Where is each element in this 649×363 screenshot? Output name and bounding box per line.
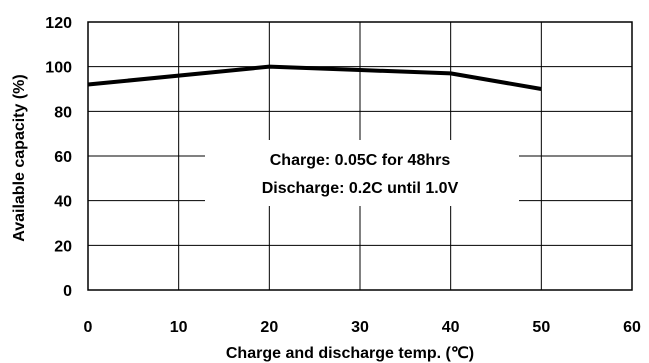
- y-tick-label: 100: [45, 60, 72, 77]
- y-tick-label: 60: [54, 149, 72, 166]
- y-tick-label: 20: [54, 238, 72, 255]
- annotation-charge: Charge: 0.05C for 48hrs: [270, 152, 451, 169]
- x-tick-label: 0: [84, 319, 93, 336]
- y-axis-title: Available capacity (%): [11, 74, 28, 241]
- x-tick-label: 30: [351, 319, 369, 336]
- y-tick-labels: 0 20 40 60 80 100 120: [45, 15, 72, 300]
- x-axis-title: Charge and discharge temp. (℃): [226, 345, 474, 362]
- x-tick-label: 10: [170, 319, 188, 336]
- x-tick-label: 50: [532, 319, 550, 336]
- x-tick-labels: 0 10 20 30 40 50 60: [84, 319, 641, 336]
- plot-frame: [87, 21, 633, 291]
- y-tick-label: 40: [54, 194, 72, 211]
- y-tick-label: 120: [45, 15, 72, 32]
- y-tick-label: 0: [63, 283, 72, 300]
- annotation-box: Charge: 0.05C for 48hrs Discharge: 0.2C …: [205, 140, 519, 206]
- annotation-background: [205, 140, 519, 206]
- x-tick-label: 20: [260, 319, 278, 336]
- x-tick-label: 40: [442, 319, 460, 336]
- series-line: [87, 64, 542, 91]
- series-group: [87, 64, 542, 91]
- y-tick-label: 80: [54, 104, 72, 121]
- x-tick-label: 60: [623, 319, 641, 336]
- annotation-discharge: Discharge: 0.2C until 1.0V: [262, 180, 459, 197]
